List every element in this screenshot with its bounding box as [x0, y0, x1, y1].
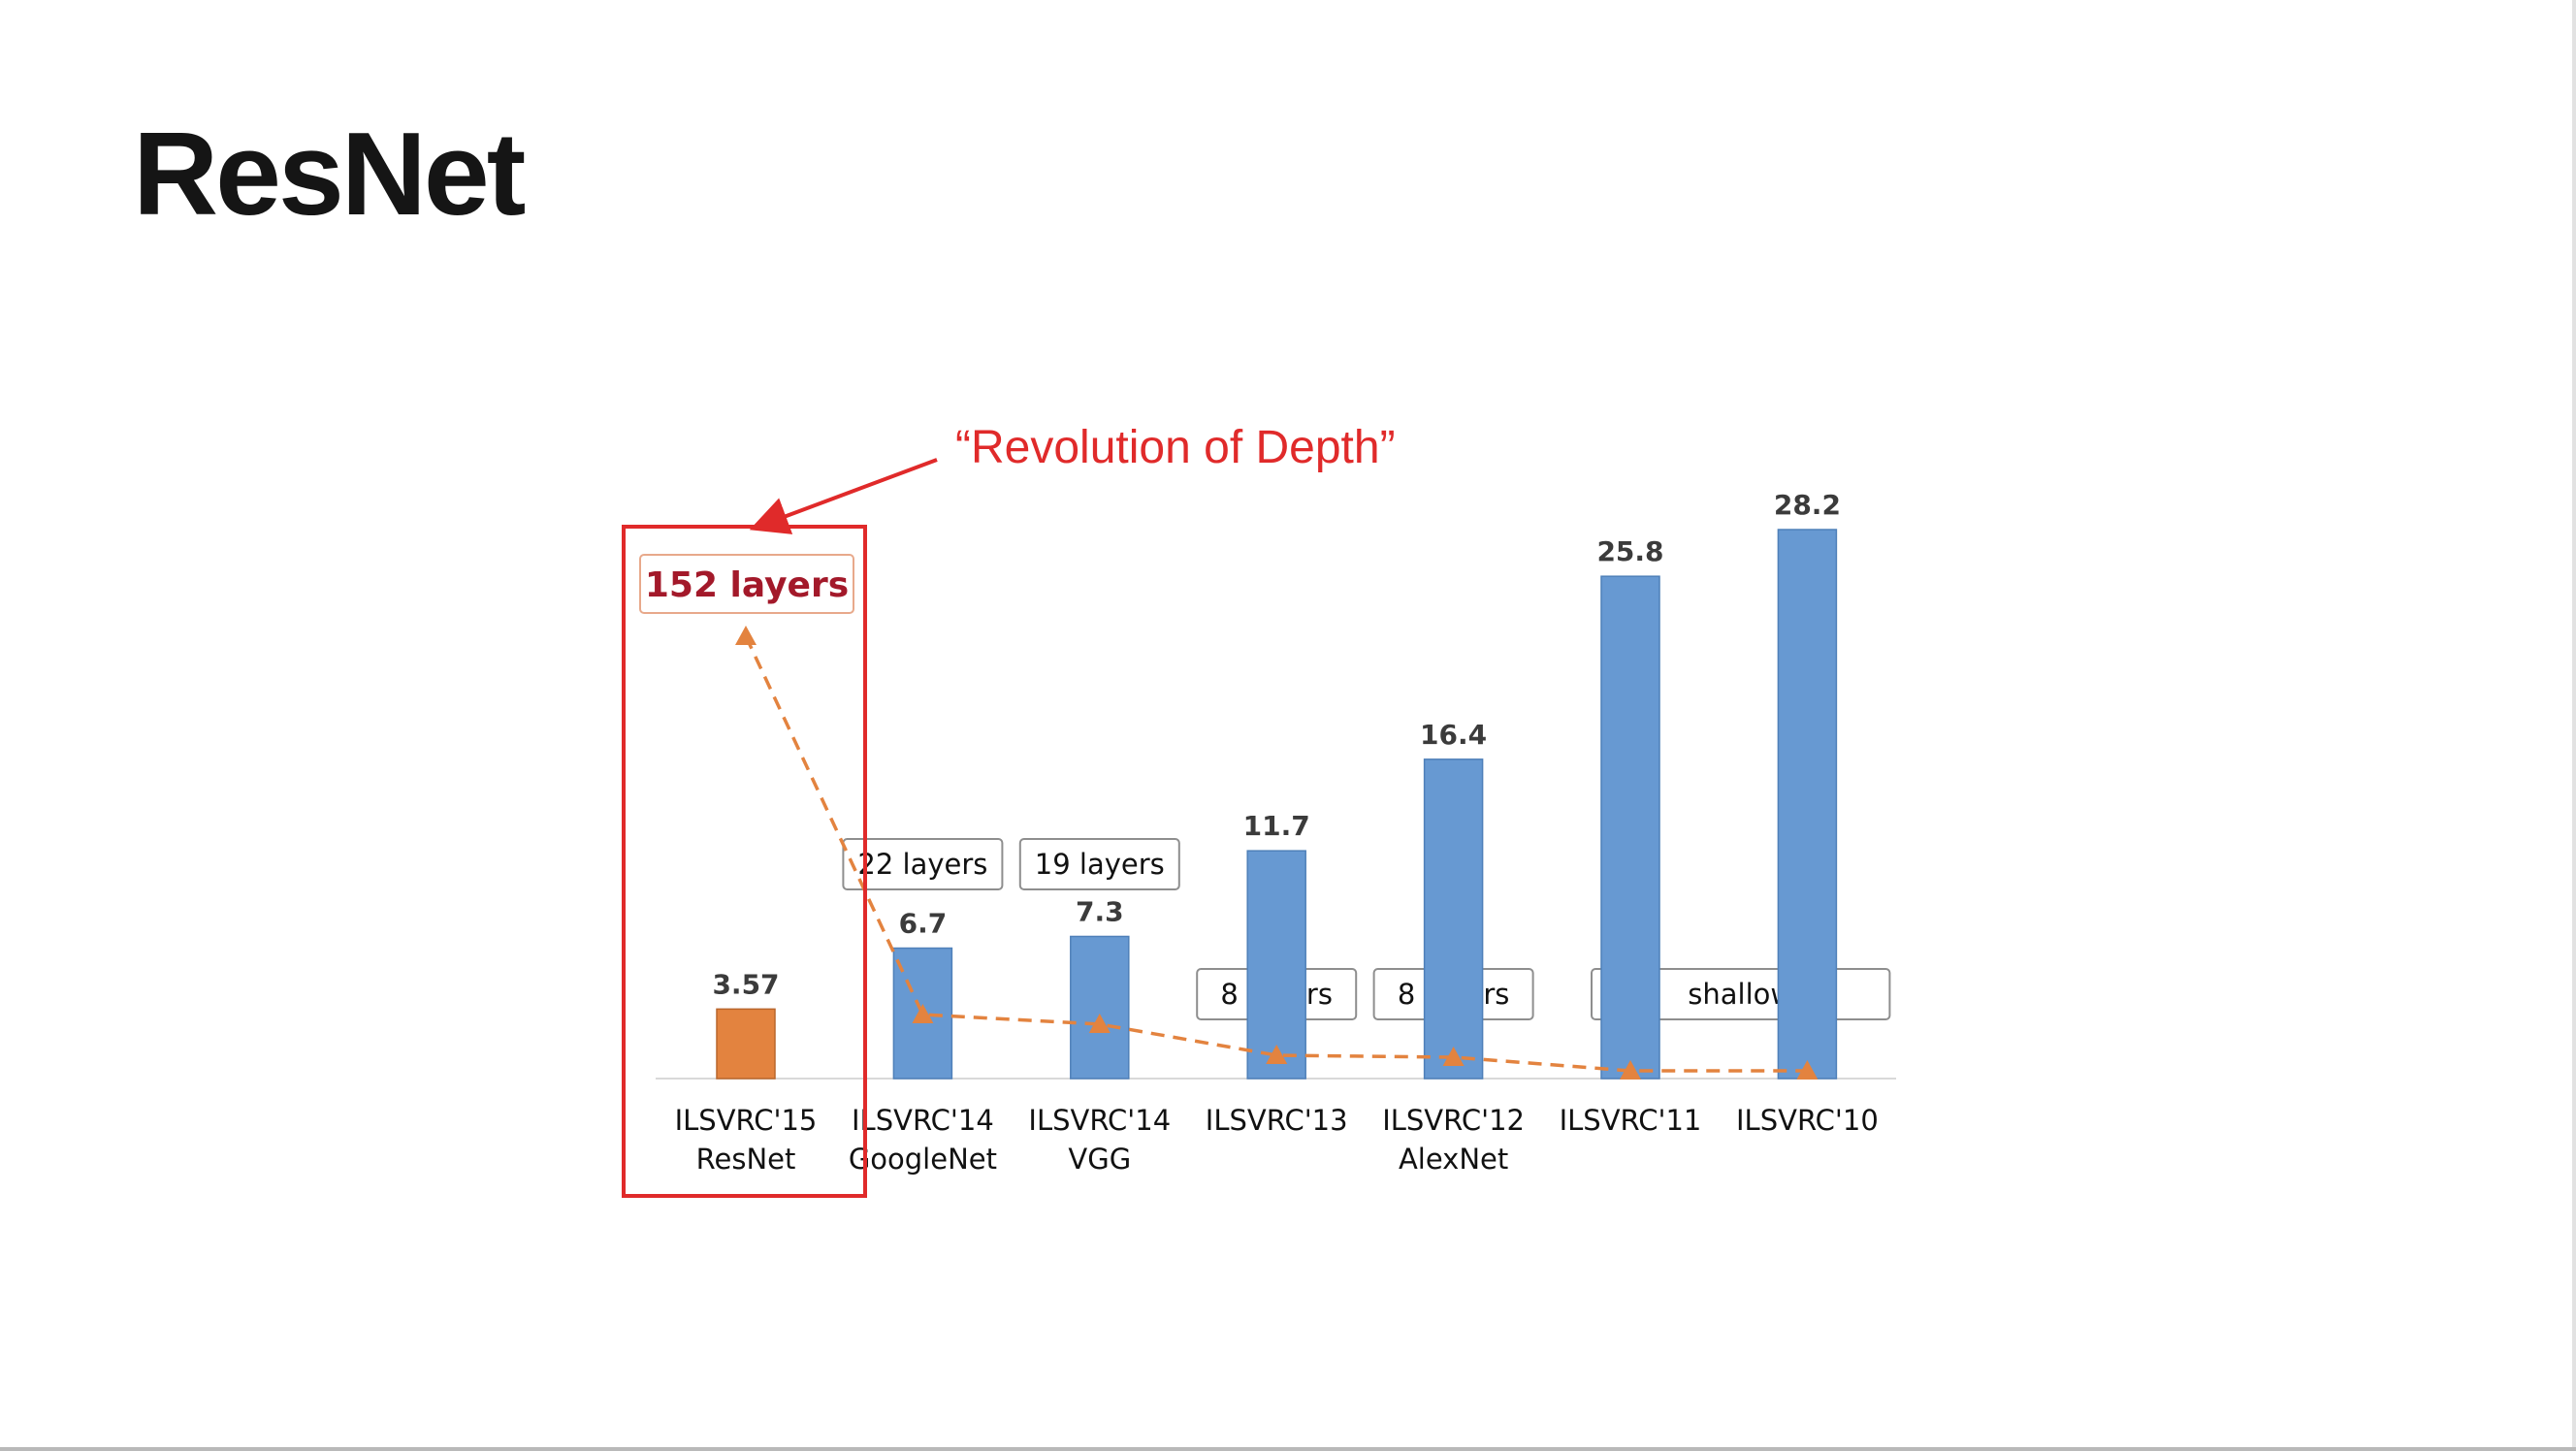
value-label-1: 6.7	[899, 908, 948, 940]
trend-marker-6	[1796, 1060, 1819, 1080]
category-sublabel-0: ResNet	[696, 1143, 796, 1176]
bar-0	[716, 1008, 776, 1080]
bar-5	[1600, 575, 1660, 1080]
value-label-6: 28.2	[1774, 489, 1841, 521]
layer-box-2	[1018, 838, 1180, 890]
category-label-0: ILSVRC'15	[675, 1104, 818, 1137]
layer-box-0	[639, 554, 854, 614]
layer-label-0: 152 layers	[645, 565, 849, 605]
slide-edge	[2572, 0, 2576, 1451]
category-sublabel-4: AlexNet	[1399, 1143, 1508, 1176]
bar-4	[1423, 758, 1484, 1080]
layer-box-1	[842, 838, 1004, 890]
bar-6	[1777, 529, 1838, 1080]
callout-arrow	[749, 458, 938, 534]
slide-title: ResNet	[133, 108, 526, 240]
category-label-5: ILSVRC'11	[1560, 1104, 1702, 1137]
value-label-0: 3.57	[712, 968, 779, 1000]
bar-3	[1246, 850, 1306, 1080]
category-label-1: ILSVRC'14	[852, 1104, 994, 1137]
layer-label-2: 19 layers	[1035, 848, 1165, 881]
callout-text: “Revolution of Depth”	[955, 422, 1396, 473]
bar-2	[1070, 935, 1130, 1080]
trend-marker-2	[1088, 1014, 1111, 1033]
trend-marker-0	[735, 626, 757, 645]
trend-marker-3	[1266, 1045, 1288, 1064]
layer-label-1: 22 layers	[857, 848, 987, 881]
category-label-6: ILSVRC'10	[1736, 1104, 1879, 1137]
category-label-2: ILSVRC'14	[1028, 1104, 1171, 1137]
category-label-3: ILSVRC'13	[1206, 1104, 1348, 1137]
value-label-2: 7.3	[1076, 895, 1124, 927]
value-label-4: 16.4	[1420, 719, 1487, 751]
trend-marker-4	[1442, 1047, 1465, 1066]
value-label-5: 25.8	[1596, 535, 1663, 567]
trend-marker-1	[912, 1004, 934, 1023]
highlight-frame	[622, 525, 867, 1198]
layer-label-5: shallow	[1688, 978, 1793, 1011]
category-sublabel-1: GoogleNet	[849, 1143, 997, 1176]
slide-bottom-border	[0, 1447, 2576, 1451]
category-sublabel-2: VGG	[1068, 1143, 1131, 1176]
category-label-4: ILSVRC'12	[1382, 1104, 1525, 1137]
value-label-3: 11.7	[1243, 810, 1310, 842]
trend-marker-5	[1620, 1060, 1641, 1080]
